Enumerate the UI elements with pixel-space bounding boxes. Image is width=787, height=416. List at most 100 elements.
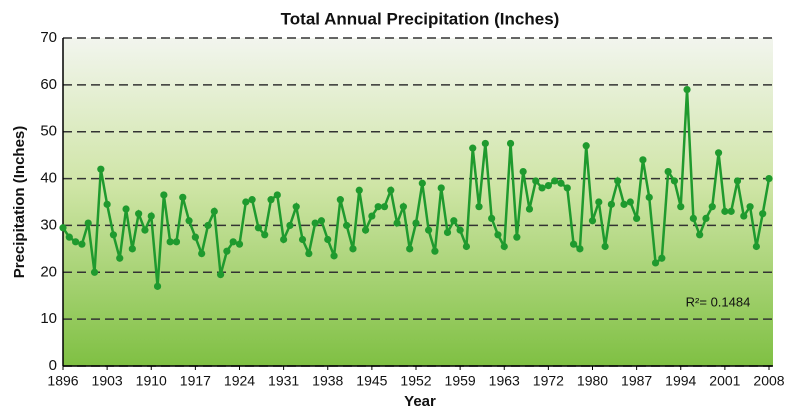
data-point bbox=[670, 177, 679, 185]
data-point bbox=[683, 85, 691, 94]
data-point bbox=[210, 207, 218, 215]
x-tick-label: 1910 bbox=[136, 373, 167, 389]
data-point bbox=[368, 212, 376, 220]
x-tick-label: 1896 bbox=[47, 373, 78, 389]
x-tick-label: 1938 bbox=[312, 373, 343, 389]
data-point bbox=[696, 231, 704, 239]
x-tick-label: 1952 bbox=[400, 373, 431, 389]
x-tick-label: 1987 bbox=[621, 373, 652, 389]
data-point bbox=[141, 226, 149, 234]
data-point bbox=[481, 139, 489, 148]
data-point bbox=[525, 205, 534, 213]
data-point bbox=[109, 231, 118, 239]
data-point bbox=[740, 212, 748, 220]
data-point bbox=[614, 177, 622, 185]
data-point bbox=[733, 177, 742, 185]
data-point bbox=[292, 203, 300, 211]
data-point bbox=[431, 247, 439, 255]
x-tick-label: 2001 bbox=[709, 373, 740, 389]
data-point bbox=[443, 228, 452, 237]
data-point bbox=[324, 235, 332, 244]
data-point bbox=[254, 224, 263, 232]
data-point bbox=[494, 231, 502, 239]
data-point bbox=[286, 221, 294, 230]
data-point bbox=[746, 203, 754, 211]
data-point bbox=[280, 235, 288, 244]
data-point bbox=[191, 233, 199, 241]
data-point bbox=[450, 217, 458, 225]
data-point bbox=[273, 191, 281, 199]
y-tick-label: 20 bbox=[40, 263, 57, 280]
data-point bbox=[78, 240, 86, 248]
data-point bbox=[393, 219, 401, 227]
data-point bbox=[727, 207, 735, 215]
data-point bbox=[198, 249, 206, 258]
data-point bbox=[765, 174, 773, 183]
data-point bbox=[569, 240, 578, 248]
data-point bbox=[645, 193, 653, 201]
chart-title: Total Annual Precipitation (Inches) bbox=[281, 9, 560, 28]
x-tick-label: 1980 bbox=[577, 373, 608, 389]
data-point bbox=[166, 238, 174, 246]
data-point bbox=[576, 245, 584, 253]
data-point bbox=[664, 167, 672, 176]
data-point bbox=[305, 249, 313, 258]
data-point bbox=[380, 203, 389, 211]
data-point bbox=[65, 233, 73, 241]
data-point bbox=[721, 207, 729, 215]
x-tick-label: 1994 bbox=[665, 373, 696, 389]
x-tick-label: 1972 bbox=[533, 373, 564, 389]
data-point bbox=[90, 268, 99, 276]
data-point bbox=[601, 242, 609, 251]
y-tick-label: 10 bbox=[40, 310, 57, 327]
x-tick-label: 1931 bbox=[268, 373, 299, 389]
y-axis-label: Precipitation (Inches) bbox=[11, 126, 28, 279]
data-point bbox=[513, 233, 521, 241]
data-point bbox=[469, 144, 477, 152]
data-point bbox=[506, 139, 515, 148]
y-tick-label: 50 bbox=[40, 123, 57, 140]
data-point bbox=[248, 196, 256, 204]
data-point bbox=[349, 245, 357, 253]
data-point bbox=[160, 191, 168, 199]
data-point bbox=[714, 149, 723, 157]
data-point bbox=[456, 226, 464, 234]
data-point bbox=[267, 196, 275, 204]
data-point bbox=[84, 219, 92, 227]
data-point bbox=[147, 212, 155, 220]
data-point bbox=[425, 226, 433, 234]
data-point bbox=[412, 219, 420, 227]
x-tick-label: 2008 bbox=[753, 373, 784, 389]
data-point bbox=[551, 177, 559, 185]
data-point bbox=[387, 186, 395, 194]
data-point bbox=[759, 210, 767, 218]
data-point bbox=[633, 214, 641, 222]
data-point bbox=[532, 177, 540, 185]
data-point bbox=[475, 203, 483, 211]
data-point bbox=[651, 259, 660, 267]
x-axis-label: Year bbox=[404, 393, 436, 410]
data-point bbox=[544, 182, 552, 190]
data-point bbox=[59, 224, 67, 232]
x-tick-label: 1917 bbox=[180, 373, 211, 389]
data-point bbox=[538, 184, 546, 192]
data-point bbox=[588, 217, 597, 225]
data-point bbox=[204, 221, 212, 230]
data-point bbox=[752, 242, 760, 251]
data-point bbox=[330, 252, 338, 260]
data-point bbox=[128, 245, 136, 253]
data-point bbox=[418, 179, 426, 187]
data-point bbox=[406, 245, 414, 253]
data-point bbox=[72, 238, 80, 246]
data-point bbox=[311, 219, 319, 227]
data-point bbox=[500, 242, 508, 251]
data-point bbox=[216, 271, 225, 279]
data-point bbox=[689, 214, 697, 222]
data-point bbox=[103, 200, 111, 208]
data-point bbox=[179, 193, 187, 201]
data-point bbox=[462, 242, 471, 251]
data-point bbox=[639, 156, 647, 164]
data-point bbox=[172, 238, 181, 246]
data-point bbox=[626, 198, 634, 206]
data-point bbox=[343, 221, 351, 230]
